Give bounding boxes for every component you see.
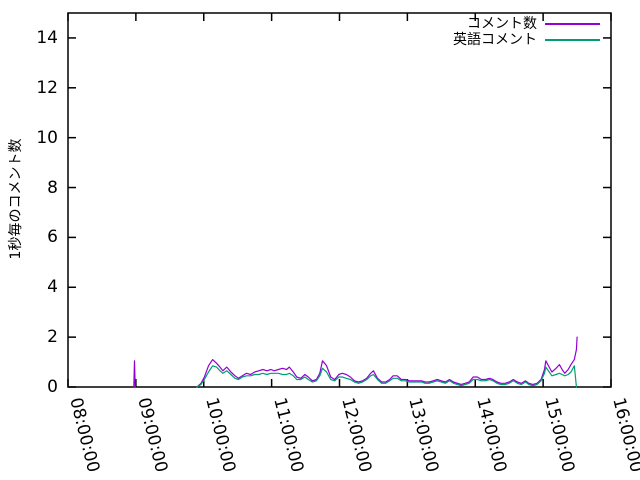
- legend-item-english: 英語コメント: [428, 32, 600, 48]
- legend-label-comments: コメント数: [467, 16, 537, 32]
- y-tick-label: 8: [47, 177, 58, 198]
- legend: コメント数 英語コメント: [428, 16, 600, 48]
- y-tick-label: 6: [47, 227, 58, 248]
- legend-label-english: 英語コメント: [453, 32, 537, 48]
- y-tick-label: 2: [47, 327, 58, 348]
- y-tick-label: 14: [36, 27, 58, 48]
- y-tick-label: 0: [47, 377, 58, 397]
- y-tick-label: 12: [36, 77, 58, 98]
- y-tick-label: 4: [47, 277, 58, 298]
- series-line-1: [196, 365, 578, 388]
- y-tick-label: 10: [36, 127, 58, 148]
- y-axis-title: 1秒毎のコメント数: [8, 138, 24, 260]
- plot-border: [67, 12, 612, 388]
- series-line-0: [196, 336, 578, 388]
- series-line-0: [133, 360, 136, 388]
- legend-line-sample-comments: [545, 23, 600, 25]
- legend-line-sample-english: [545, 39, 600, 41]
- legend-item-comments: コメント数: [428, 16, 600, 32]
